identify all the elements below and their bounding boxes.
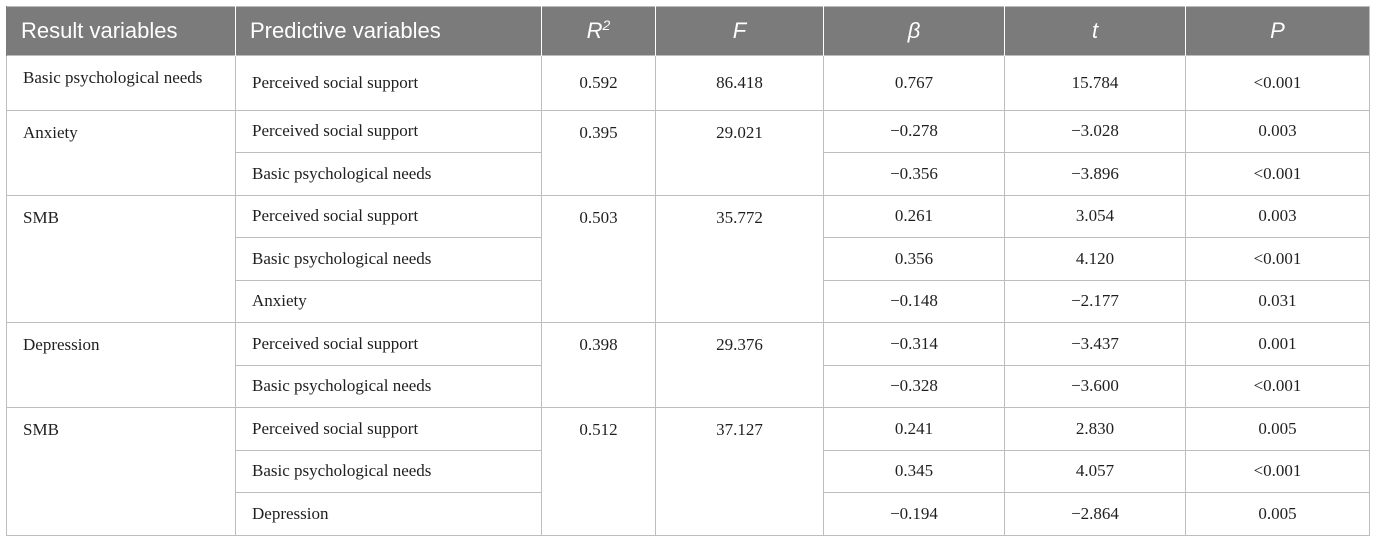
t-value-cell: −2.177: [1004, 279, 1186, 323]
predictive-variable-cell: Perceived social support: [235, 55, 542, 111]
t-value-cell: −3.600: [1004, 364, 1186, 408]
p-value-cell: 0.005: [1185, 492, 1370, 536]
t-value-cell: 15.784: [1004, 55, 1186, 111]
table-row: Anxiety Perceived social support 0.395 29.0…: [6, 109, 1370, 196]
t-value-cell: 4.057: [1004, 449, 1186, 493]
beta-cell: −0.278: [823, 109, 1005, 153]
result-variable-cell: Depression: [6, 322, 236, 408]
f-value-cell: 29.376: [655, 322, 824, 408]
p-value-cell: <0.001: [1185, 364, 1370, 408]
header-r-letter: R: [586, 18, 603, 43]
p-value-cell: <0.001: [1185, 152, 1370, 196]
p-value-cell: <0.001: [1185, 449, 1370, 493]
header-result-variables: Result variables: [6, 6, 236, 56]
result-variable-cell: SMB: [6, 194, 236, 323]
r-squared-cell: 0.592: [541, 55, 656, 111]
p-value-cell: <0.001: [1185, 55, 1370, 111]
table-body: Basic psychological needs Perceived socia…: [6, 55, 1370, 536]
table-header: Result variables Predictive variables R2…: [6, 6, 1370, 56]
beta-cell: −0.314: [823, 322, 1005, 366]
f-value-cell: 86.418: [655, 55, 824, 111]
table-row: Basic psychological needs 0.356 4.120 <0.00…: [7, 237, 1370, 281]
beta-cell: 0.356: [823, 237, 1005, 281]
beta-cell: −0.356: [823, 152, 1005, 196]
p-value-cell: 0.003: [1185, 109, 1370, 153]
r-squared-cell: 0.398: [541, 322, 656, 408]
predictive-variable-cell: Perceived social support: [235, 407, 542, 451]
table-row: Basic psychological needs −0.328 −3.600 <0.…: [7, 364, 1370, 408]
beta-cell: 0.261: [823, 194, 1005, 238]
beta-cell: 0.767: [823, 55, 1005, 111]
beta-cell: −0.194: [823, 492, 1005, 536]
beta-cell: −0.328: [823, 364, 1005, 408]
table-row: SMB Perceived social support 0.503 35.772 0.…: [6, 194, 1370, 323]
predictive-variable-cell: Basic psychological needs: [235, 364, 542, 408]
header-f: F: [655, 6, 824, 56]
t-value-cell: −3.028: [1004, 109, 1186, 153]
predictive-variable-cell: Basic psychological needs: [235, 237, 542, 281]
regression-table: Result variables Predictive variables R2…: [6, 6, 1370, 536]
predictive-variable-cell: Basic psychological needs: [235, 449, 542, 493]
header-t: t: [1004, 6, 1186, 56]
header-predictive-variables: Predictive variables: [235, 6, 542, 56]
header-r-superscript: 2: [602, 17, 611, 33]
table-row: Anxiety −0.148 −2.177 0.031: [7, 279, 1370, 323]
header-r-squared: R2: [541, 6, 656, 56]
beta-cell: −0.148: [823, 279, 1005, 323]
p-value-cell: 0.031: [1185, 279, 1370, 323]
f-value-cell: 29.021: [655, 109, 824, 196]
result-variable-cell: Basic psychological needs: [6, 55, 236, 111]
header-p: P: [1185, 6, 1370, 56]
result-variable-cell: SMB: [6, 407, 236, 536]
p-value-cell: 0.003: [1185, 194, 1370, 238]
predictive-variable-cell: Depression: [235, 492, 542, 536]
table-row: Depression Perceived social support 0.398 2…: [6, 322, 1370, 408]
t-value-cell: −3.896: [1004, 152, 1186, 196]
t-value-cell: 4.120: [1004, 237, 1186, 281]
r-squared-cell: 0.395: [541, 109, 656, 196]
predictive-variable-cell: Perceived social support: [235, 194, 542, 238]
r-squared-cell: 0.503: [541, 194, 656, 323]
r-squared-cell: 0.512: [541, 407, 656, 536]
predictive-variable-cell: Perceived social support: [235, 109, 542, 153]
table-row: Basic psychological needs −0.356 −3.896 <0.…: [7, 152, 1370, 196]
table-row: Basic psychological needs Perceived socia…: [6, 55, 1370, 111]
header-row: Result variables Predictive variables R2…: [6, 6, 1370, 56]
header-beta: β: [823, 6, 1005, 56]
f-value-cell: 37.127: [655, 407, 824, 536]
t-value-cell: 2.830: [1004, 407, 1186, 451]
p-value-cell: 0.001: [1185, 322, 1370, 366]
t-value-cell: 3.054: [1004, 194, 1186, 238]
t-value-cell: −2.864: [1004, 492, 1186, 536]
table-row: SMB Perceived social support 0.512 37.127 0.…: [6, 407, 1370, 536]
t-value-cell: −3.437: [1004, 322, 1186, 366]
f-value-cell: 35.772: [655, 194, 824, 323]
beta-cell: 0.345: [823, 449, 1005, 493]
p-value-cell: <0.001: [1185, 237, 1370, 281]
beta-cell: 0.241: [823, 407, 1005, 451]
predictive-variable-cell: Basic psychological needs: [235, 152, 542, 196]
p-value-cell: 0.005: [1185, 407, 1370, 451]
predictive-variable-cell: Perceived social support: [235, 322, 542, 366]
table-row: Basic psychological needs 0.345 4.057 <0.00…: [7, 449, 1370, 493]
predictive-variable-cell: Anxiety: [235, 279, 542, 323]
result-variable-cell: Anxiety: [6, 109, 236, 196]
